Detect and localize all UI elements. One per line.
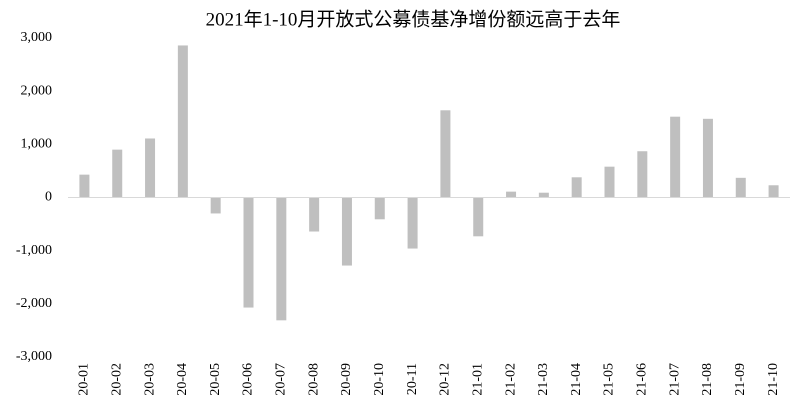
bar <box>309 197 320 232</box>
x-tick-label: 20-02 <box>109 363 124 396</box>
bar <box>571 177 582 198</box>
x-tick-label: 21-10 <box>766 363 781 396</box>
x-tick-label: 20-09 <box>339 363 354 396</box>
x-tick-label: 20-06 <box>241 363 256 396</box>
y-tick-label: 0 <box>45 190 52 205</box>
bar <box>538 192 549 198</box>
bar <box>243 197 254 308</box>
bar <box>145 138 156 198</box>
x-tick-label: 20-12 <box>438 363 453 396</box>
bar <box>407 197 418 249</box>
bar <box>177 45 188 198</box>
x-tick-label: 21-02 <box>503 363 518 396</box>
y-tick-label: 1,000 <box>21 137 53 152</box>
x-tick-label: 21-05 <box>602 363 617 396</box>
x-tick-label: 21-06 <box>635 363 650 396</box>
x-tick-label: 20-01 <box>77 363 92 396</box>
bar <box>735 177 746 198</box>
x-tick-label: 20-05 <box>208 363 223 396</box>
bar <box>112 149 123 198</box>
y-tick-label: -1,000 <box>16 243 52 258</box>
x-tick-label: 20-11 <box>405 363 420 395</box>
x-tick-label: 20-03 <box>142 363 157 396</box>
x-tick-label: 20-04 <box>175 363 190 396</box>
bar <box>702 118 713 198</box>
bar <box>670 116 681 198</box>
bar <box>604 166 615 198</box>
bar <box>473 197 484 237</box>
y-tick-label: 3,000 <box>21 30 53 45</box>
y-tick-label: -2,000 <box>16 296 52 311</box>
bar <box>374 197 385 220</box>
x-tick-label: 21-04 <box>569 363 584 396</box>
x-tick-label: 20-07 <box>274 363 289 396</box>
x-tick-label: 21-03 <box>536 363 551 396</box>
bar <box>210 197 221 214</box>
bar <box>637 151 648 198</box>
bar <box>341 197 352 266</box>
x-tick-label: 21-09 <box>733 363 748 396</box>
bar <box>276 197 287 321</box>
x-tick-label: 21-07 <box>667 363 682 396</box>
bar <box>440 110 451 198</box>
x-tick-label: 20-10 <box>372 363 387 396</box>
chart-title: 2021年1-10月开放式公募债基净增份额远高于去年 <box>206 8 621 30</box>
y-tick-label: 2,000 <box>21 83 53 98</box>
bar <box>506 191 517 198</box>
x-tick-label: 20-08 <box>306 363 321 396</box>
y-tick-label: -3,000 <box>16 349 52 364</box>
bar <box>79 174 90 198</box>
x-tick-label: 21-08 <box>700 363 715 396</box>
x-tick-label: 21-01 <box>470 363 485 396</box>
bar <box>768 185 779 198</box>
